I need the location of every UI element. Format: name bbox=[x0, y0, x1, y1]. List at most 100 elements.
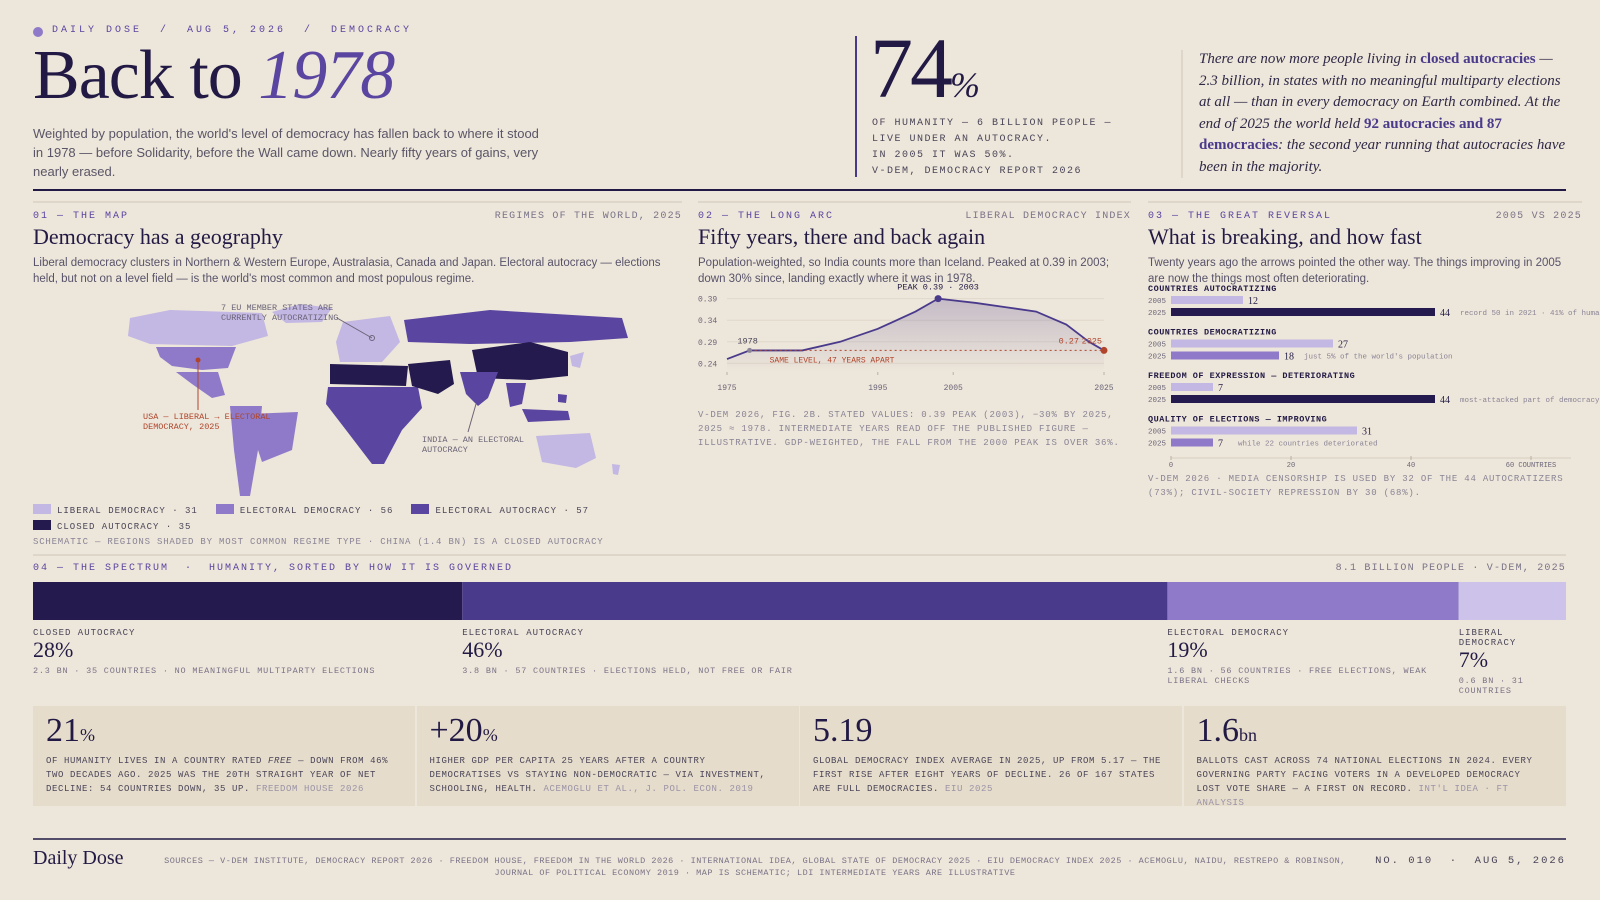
segment-value: 19% bbox=[1167, 637, 1208, 662]
map-annotation: INDIA — AN ELECTORAL AUTOCRACY bbox=[422, 435, 525, 455]
section-kicker: 01 — THE MAP bbox=[33, 211, 130, 222]
value-label: 12 bbox=[1248, 296, 1258, 307]
stat-number: 21% bbox=[46, 712, 95, 750]
map-region bbox=[536, 433, 596, 468]
value-label: 44 bbox=[1440, 395, 1450, 406]
series-label: 2005 bbox=[1148, 342, 1167, 350]
y-tick-label: 0.34 bbox=[698, 317, 717, 326]
point bbox=[934, 295, 942, 303]
legend-swatch bbox=[33, 504, 51, 514]
series-label: 2005 bbox=[1148, 429, 1167, 437]
segment-label: CLOSED AUTOCRACY 28% 2.3 BN · 35 COUNTRIES… bbox=[33, 628, 452, 676]
headline: Back to 1978 bbox=[33, 36, 395, 116]
series-label: 2025 bbox=[1148, 397, 1167, 405]
map-region bbox=[128, 310, 268, 346]
quote-emphasis: 92 autocracies and 87 democracies bbox=[1199, 115, 1502, 154]
stat-line: V-DEM, DEMOCRACY REPORT 2026 bbox=[872, 166, 1083, 177]
annotation: SAME LEVEL, 47 YEARS APART bbox=[770, 356, 895, 365]
stat-text-part: GLOBAL DEMOCRACY INDEX AVERAGE IN 2025, … bbox=[813, 756, 1162, 794]
segment-value: 7% bbox=[1458, 647, 1489, 672]
quote: There are now more people living in clos… bbox=[1199, 49, 1569, 178]
map-note: SCHEMATIC — REGIONS SHADED BY MOST COMMO… bbox=[33, 537, 604, 547]
headline-stat: 74% bbox=[870, 18, 980, 118]
map-region bbox=[330, 364, 408, 386]
section-dek: Liberal democracy clusters in Northern &… bbox=[33, 257, 661, 285]
section-source: REGIMES OF THE WORLD, 2025 bbox=[494, 211, 682, 222]
stat-lines: OF HUMANITY — 6 BILLION PEOPLE — LIVE UN… bbox=[872, 116, 1112, 180]
map-region bbox=[506, 383, 526, 407]
stat-source: FREEDOM HOUSE 2026 bbox=[256, 784, 365, 794]
map-region bbox=[522, 409, 570, 422]
bar bbox=[1171, 339, 1333, 348]
quote-emphasis: closed autocracies bbox=[1420, 51, 1536, 67]
headline-year: 1978 bbox=[258, 37, 395, 114]
map-region bbox=[472, 342, 568, 380]
legend-item: ELECTORAL AUTOCRACY · 57 bbox=[411, 503, 589, 519]
legend-swatch bbox=[33, 520, 51, 530]
value-label: 31 bbox=[1362, 427, 1372, 438]
x-tick-label: 1995 bbox=[868, 384, 887, 393]
x-tick-label: 1975 bbox=[717, 384, 736, 393]
section-title: Fifty years, there and back again bbox=[698, 224, 986, 249]
legend-label: ELECTORAL DEMOCRACY · 56 bbox=[239, 506, 394, 516]
group-label: QUALITY OF ELECTIONS — IMPROVING bbox=[1148, 415, 1327, 425]
kicker-dot bbox=[33, 27, 43, 37]
stat-text: OF HUMANITY LIVES IN A COUNTRY RATED FRE… bbox=[46, 754, 398, 796]
group-label: COUNTRIES AUTOCRATIZING bbox=[1148, 284, 1277, 294]
y-tick-label: 0.29 bbox=[698, 339, 717, 348]
value-label: 7 bbox=[1218, 383, 1223, 394]
section-dek: Twenty years ago the arrows pointed the … bbox=[1148, 257, 1562, 285]
bar bbox=[1171, 395, 1435, 403]
stat-unit: % bbox=[80, 725, 95, 745]
stat-card: 1.6bn BALLOTS CAST ACROSS 74 NATIONAL ELE… bbox=[1183, 706, 1566, 808]
map-annotation: 7 EU MEMBER STATES ARE CURRENTLY AUTOCRA… bbox=[221, 303, 339, 323]
segment-value: 46% bbox=[462, 637, 503, 662]
stat-number: 1.6bn bbox=[1197, 712, 1258, 750]
chart-note: V-DEM 2026, FIG. 2B. STATED VALUES: 0.39… bbox=[698, 410, 1120, 448]
bar bbox=[1171, 438, 1213, 447]
stat-value: 5.19 bbox=[813, 712, 873, 749]
stat-text-part: HIGHER GDP PER CAPITA 25 YEARS AFTER A C… bbox=[429, 756, 766, 794]
kicker: DAILY DOSE / AUG 5, 2026 / DEMOCRACY bbox=[52, 25, 413, 36]
point bbox=[747, 347, 753, 353]
bar bbox=[1171, 426, 1357, 435]
segment-detail: 1.6 BN · 56 COUNTRIES · FREE ELECTIONS, … bbox=[1167, 666, 1428, 686]
map-region bbox=[336, 316, 400, 362]
world-map bbox=[128, 304, 628, 496]
x-tick-label: 0 bbox=[1169, 462, 1173, 470]
section-kicker: 03 — THE GREAT REVERSAL bbox=[1148, 211, 1333, 222]
headline-text: Back to bbox=[33, 37, 243, 114]
section-dek: Population-weighted, so India counts mor… bbox=[698, 257, 1110, 285]
segment-name: ELECTORAL DEMOCRACY bbox=[1167, 628, 1290, 638]
segment-detail: 0.6 BN · 31 COUNTRIES bbox=[1458, 676, 1524, 696]
annotation: PEAK 0.39 · 2003 bbox=[897, 283, 979, 293]
x-tick-label: 40 bbox=[1407, 462, 1415, 470]
y-tick-label: 0.24 bbox=[698, 360, 717, 369]
segment-name: ELECTORAL AUTOCRACY bbox=[462, 628, 584, 638]
stat-value: 21 bbox=[46, 712, 80, 749]
legend-swatch bbox=[215, 504, 234, 514]
stat-unit: % bbox=[950, 65, 980, 105]
series-label: 2005 bbox=[1148, 298, 1167, 306]
segment-detail: 3.8 BN · 57 COUNTRIES · ELECTIONS HELD, … bbox=[462, 666, 793, 676]
map-region bbox=[570, 352, 584, 368]
segment-detail: 2.3 BN · 35 COUNTRIES · NO MEANINGFUL MU… bbox=[33, 666, 376, 676]
y-tick-label: 0.39 bbox=[698, 296, 717, 305]
segment-label: LIBERAL DEMOCRACY 7% 0.6 BN · 31 COUNTRIES bbox=[1459, 628, 1556, 696]
annotation: 2025 bbox=[1082, 336, 1102, 346]
value-label: 18 bbox=[1284, 352, 1294, 363]
map-region bbox=[460, 372, 498, 406]
stat-unit: % bbox=[482, 725, 498, 745]
section-source: 8.1 BILLION PEOPLE · V-DEM, 2025 bbox=[1335, 563, 1566, 574]
stat-number: 74 bbox=[870, 20, 953, 116]
map-region bbox=[176, 372, 225, 398]
segment-name: CLOSED AUTOCRACY bbox=[33, 628, 136, 638]
legend-item: LIBERAL DEMOCRACY · 31 bbox=[33, 503, 198, 519]
stat-source: ACEMOGLU ET AL., J. POL. ECON. 2019 bbox=[543, 784, 754, 794]
annotation-dot bbox=[195, 357, 201, 363]
map-region bbox=[408, 360, 454, 394]
quote-text: There are now more people living in bbox=[1199, 51, 1421, 67]
bar-note: record 50 in 2021 · 41% of humanity bbox=[1460, 310, 1600, 318]
